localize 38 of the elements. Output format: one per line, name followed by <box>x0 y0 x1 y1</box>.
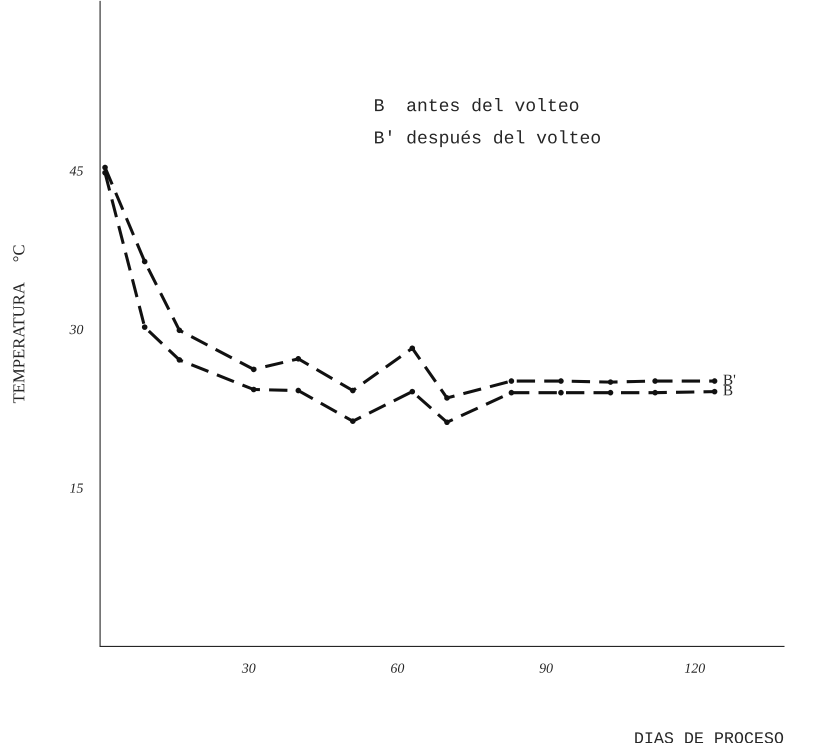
point <box>410 345 416 352</box>
point <box>296 356 302 362</box>
point <box>712 388 718 394</box>
y-tick-label: 30 <box>70 324 84 334</box>
point <box>250 386 256 392</box>
point <box>142 258 148 264</box>
x-tick-label: 30 <box>242 663 256 673</box>
y-axis-title: TEMPERATURA °C <box>13 245 24 404</box>
point <box>176 328 182 334</box>
annotation: B' después del volteo <box>375 130 600 148</box>
x-tick-label: 90 <box>540 663 553 673</box>
point <box>102 164 108 170</box>
point <box>444 395 450 401</box>
point <box>250 366 256 372</box>
annotation: B antes del volteo <box>375 98 578 112</box>
point <box>558 390 564 396</box>
point <box>652 378 658 384</box>
point <box>508 390 514 396</box>
y-tick-label: 45 <box>70 166 83 176</box>
y-tick-label: 15 <box>70 483 83 493</box>
point <box>558 378 564 384</box>
point <box>350 418 356 424</box>
point <box>444 419 450 426</box>
point <box>712 378 718 384</box>
series-label: B <box>723 385 732 396</box>
point <box>608 390 614 396</box>
point <box>652 390 658 396</box>
point <box>410 388 416 394</box>
point <box>350 388 356 394</box>
point <box>296 388 302 394</box>
series-label: B' <box>723 374 736 385</box>
x-tick-label: 120 <box>684 663 705 673</box>
point <box>176 357 182 363</box>
x-tick-label: 60 <box>391 663 404 673</box>
point <box>508 378 514 384</box>
point <box>142 324 148 330</box>
point <box>608 379 614 385</box>
x-axis-title: DIAS DE PROCESO <box>635 732 784 743</box>
